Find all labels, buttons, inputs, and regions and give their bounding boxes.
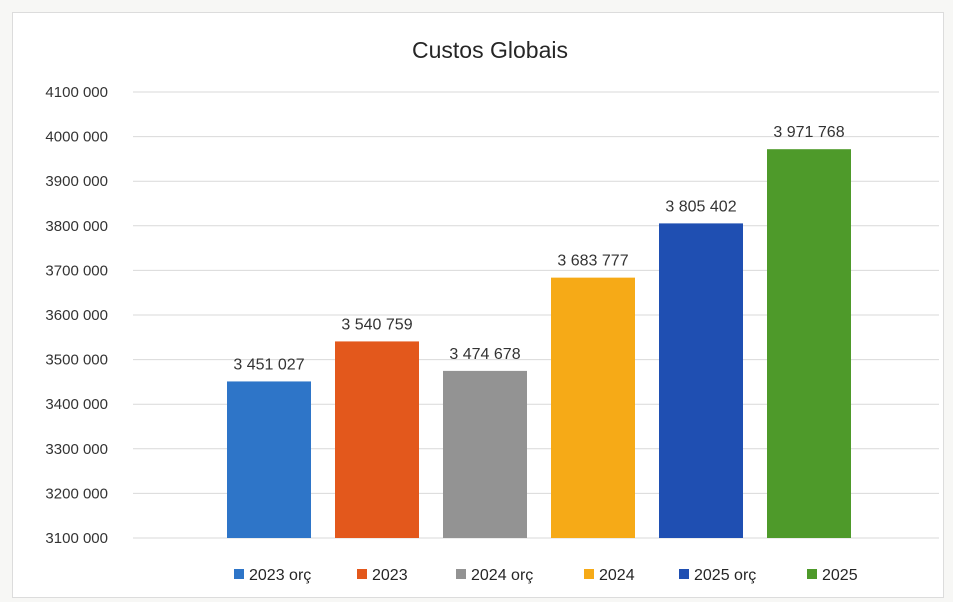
chart-frame: Custos Globais 3100 000 3200 000 3300 000 3… [12,12,944,598]
legend-item: 2025 [807,567,858,584]
legend-label: 2025 [822,567,858,584]
chart-title: Custos Globais [412,37,568,63]
y-tick-label: 3900 000 [45,173,108,190]
y-tick-label: 3600 000 [45,307,108,324]
legend-label: 2023 orç [249,567,311,584]
legend-label: 2024 orç [471,567,533,584]
y-tick-label: 3400 000 [45,396,108,413]
bar-2024-orç [443,370,527,538]
legend-swatch [357,569,367,579]
bar-2025 [767,149,851,538]
legend: 2023 orç 2023 2024 orç 2024 2025 orç 2025 [234,567,858,584]
legend-item: 2023 orç [234,567,311,584]
value-label: 3 474 678 [449,346,520,363]
y-tick-label: 3500 000 [45,352,108,369]
legend-swatch [234,569,244,579]
bar-2025-orç [659,223,743,539]
y-tick-label: 4100 000 [45,84,108,101]
value-label: 3 683 777 [557,253,628,270]
bar-2024 [551,277,635,538]
value-label: 3 540 759 [341,316,412,333]
legend-label: 2024 [599,567,635,584]
value-label: 3 451 027 [233,356,304,373]
legend-item: 2025 orç [679,567,756,584]
y-tick-label: 3800 000 [45,218,108,235]
legend-swatch [456,569,466,579]
legend-swatch [679,569,689,579]
legend-swatch [807,569,817,579]
legend-swatch [584,569,594,579]
y-tick-label: 3200 000 [45,485,108,502]
legend-item: 2024 orç [456,567,533,584]
y-tick-label: 4000 000 [45,129,108,146]
value-label: 3 971 768 [773,124,844,141]
y-tick-label: 3700 000 [45,262,108,279]
legend-item: 2023 [357,567,408,584]
legend-item: 2024 [584,567,635,584]
value-label: 3 805 402 [665,198,736,215]
legend-label: 2023 [372,567,408,584]
bars [227,149,851,539]
y-tick-label: 3100 000 [45,530,108,547]
value-labels: 3 451 027 3 540 759 3 474 678 3 683 777 3 80… [233,124,844,373]
legend-label: 2025 orç [694,567,756,584]
y-tick-label: 3300 000 [45,441,108,458]
bar-2023-orç [227,381,311,538]
y-axis-ticks: 3100 000 3200 000 3300 000 3400 000 3500 000… [45,84,108,547]
bar-2023 [335,341,419,538]
